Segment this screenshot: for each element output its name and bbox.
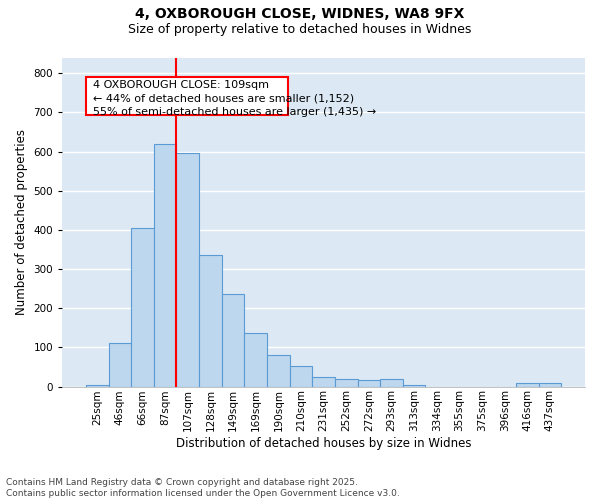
Bar bbox=[516, 384, 539, 386]
Bar bbox=[539, 384, 561, 386]
Y-axis label: Number of detached properties: Number of detached properties bbox=[15, 129, 28, 315]
Bar bbox=[199, 256, 222, 386]
Bar bbox=[222, 294, 244, 386]
Bar bbox=[312, 376, 335, 386]
Bar bbox=[290, 366, 312, 386]
Bar bbox=[335, 378, 358, 386]
Bar bbox=[109, 344, 131, 386]
Bar bbox=[403, 384, 425, 386]
Text: Size of property relative to detached houses in Widnes: Size of property relative to detached ho… bbox=[128, 22, 472, 36]
Bar bbox=[154, 144, 176, 386]
Bar bbox=[358, 380, 380, 386]
Bar bbox=[380, 380, 403, 386]
FancyBboxPatch shape bbox=[86, 77, 288, 114]
Bar bbox=[131, 228, 154, 386]
Bar bbox=[86, 384, 109, 386]
Text: Contains HM Land Registry data © Crown copyright and database right 2025.
Contai: Contains HM Land Registry data © Crown c… bbox=[6, 478, 400, 498]
Bar bbox=[244, 333, 267, 386]
X-axis label: Distribution of detached houses by size in Widnes: Distribution of detached houses by size … bbox=[176, 437, 472, 450]
Text: 4 OXBOROUGH CLOSE: 109sqm
← 44% of detached houses are smaller (1,152)
55% of se: 4 OXBOROUGH CLOSE: 109sqm ← 44% of detac… bbox=[93, 80, 376, 116]
Text: 4, OXBOROUGH CLOSE, WIDNES, WA8 9FX: 4, OXBOROUGH CLOSE, WIDNES, WA8 9FX bbox=[136, 8, 464, 22]
Bar bbox=[267, 355, 290, 386]
Bar bbox=[176, 154, 199, 386]
